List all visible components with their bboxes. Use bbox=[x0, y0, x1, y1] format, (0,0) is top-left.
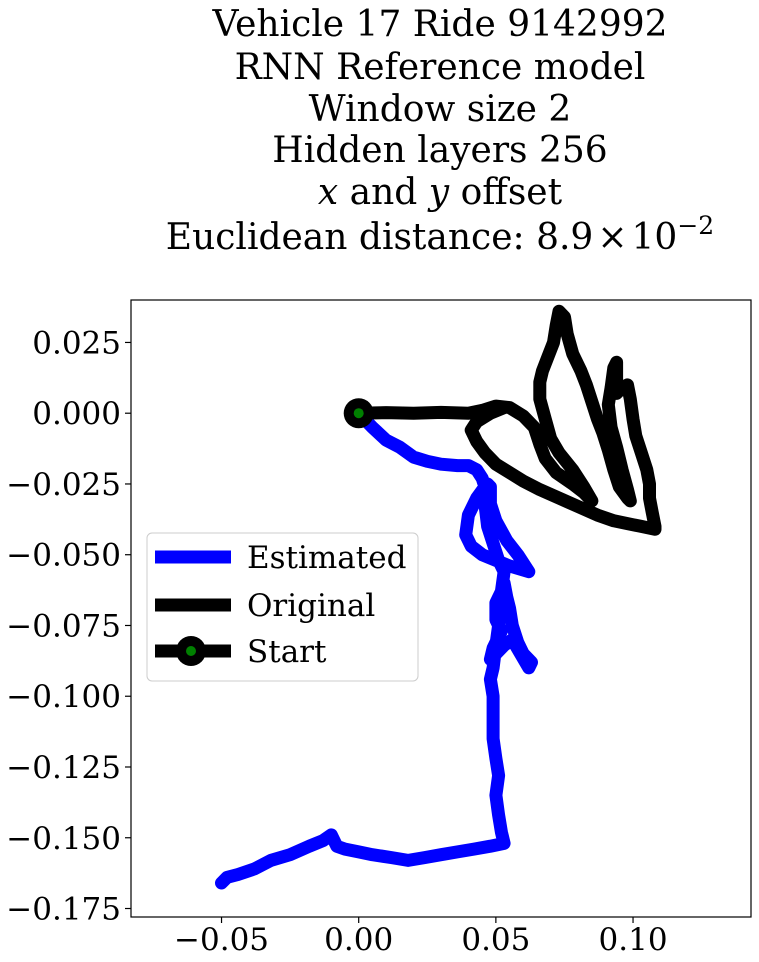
legend-start-label: Start bbox=[247, 634, 327, 670]
y-tick-label: 0.000 bbox=[32, 396, 121, 432]
legend-original-label: Original bbox=[247, 588, 375, 624]
title-line-1: Vehicle 17 Ride 9142992 bbox=[211, 4, 667, 45]
title-distance-prefix: Euclidean distance: 8.9 bbox=[166, 217, 594, 258]
y-tick-label: −0.075 bbox=[6, 608, 121, 644]
title-line-6: Euclidean distance: 8.9 × 10−2 bbox=[166, 211, 714, 258]
y-tick-label: −0.050 bbox=[6, 538, 121, 574]
y-tick-label: 0.025 bbox=[32, 325, 121, 361]
x-tick-label: 0.05 bbox=[461, 922, 530, 958]
title-line-5: x and y offset bbox=[318, 172, 563, 213]
title-offset-text: offset bbox=[449, 172, 562, 213]
title-line-3: Window size 2 bbox=[309, 89, 572, 130]
y-tick-label: −0.125 bbox=[6, 750, 121, 786]
title-and-text: and bbox=[338, 172, 429, 213]
legend-estimated-label: Estimated bbox=[247, 540, 406, 576]
legend-start-marker-inner bbox=[186, 646, 196, 656]
x-tick-label: 0.00 bbox=[324, 922, 393, 958]
title-times-sign: × bbox=[597, 217, 627, 258]
y-tick-label: −0.100 bbox=[6, 679, 121, 715]
title-exponent: −2 bbox=[677, 211, 714, 240]
title-line-2: RNN Reference model bbox=[235, 47, 646, 88]
start-marker-inner bbox=[354, 408, 364, 418]
y-tick-label: −0.175 bbox=[6, 892, 121, 928]
legend: Estimated Original Start bbox=[147, 533, 418, 681]
title-y-symbol: y bbox=[427, 172, 450, 213]
x-tick-label: 0.10 bbox=[599, 922, 668, 958]
title-line-4: Hidden layers 256 bbox=[272, 130, 607, 171]
y-tick-label: −0.150 bbox=[6, 821, 121, 857]
title-exponent-base: 10 bbox=[632, 217, 678, 258]
title-x-symbol: x bbox=[318, 172, 338, 213]
x-tick-label: −0.05 bbox=[174, 922, 269, 958]
y-tick-label: −0.025 bbox=[6, 467, 121, 503]
